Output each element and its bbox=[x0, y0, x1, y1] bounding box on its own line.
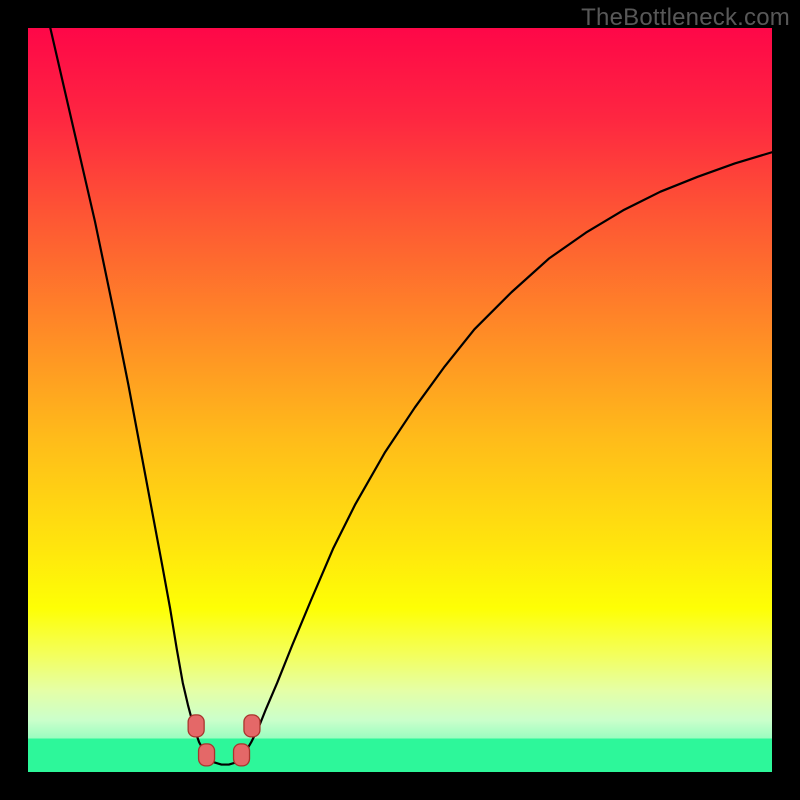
optimal-range-marker bbox=[188, 715, 204, 737]
optimal-range-marker bbox=[244, 715, 260, 737]
gradient-background bbox=[28, 28, 772, 772]
optimal-range-marker bbox=[199, 744, 215, 766]
chart-frame: TheBottleneck.com bbox=[0, 0, 800, 800]
watermark-text: TheBottleneck.com bbox=[581, 4, 790, 32]
optimal-range-marker bbox=[234, 744, 250, 766]
green-band bbox=[28, 739, 772, 772]
bottleneck-chart bbox=[0, 0, 800, 800]
